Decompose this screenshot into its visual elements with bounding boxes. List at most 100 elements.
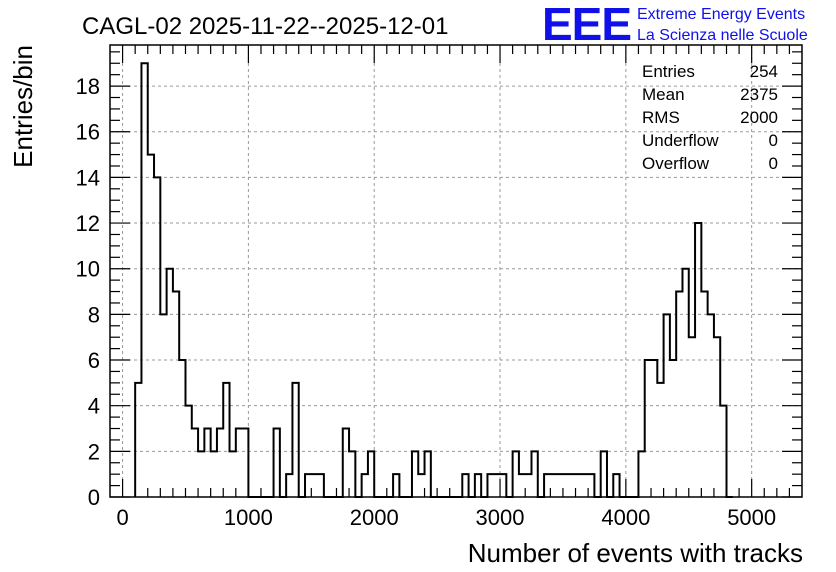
histogram-bin-81 [645, 360, 651, 497]
x-tick-label-1: 1000 [224, 505, 273, 530]
histogram-bin-74 [601, 451, 607, 497]
histogram-bin-89 [695, 223, 701, 497]
histogram-bin-52 [462, 474, 468, 497]
stats-label-overflow: Overflow [642, 154, 710, 173]
histogram-bin-88 [689, 337, 695, 497]
histogram-bin-8 [185, 406, 191, 497]
chart-title: CAGL-02 2025-11-22--2025-12-01 [82, 13, 448, 40]
stats-label-entries: Entries [642, 62, 695, 81]
histogram-bin-7 [179, 360, 185, 497]
x-tick-label-3: 3000 [476, 505, 525, 530]
histogram-bin-65 [544, 474, 550, 497]
histogram-bin-2 [148, 155, 154, 497]
histogram-bin-82 [651, 360, 657, 497]
histogram-bin-63 [531, 451, 537, 497]
y-tick-label-5: 10 [76, 257, 100, 282]
histogram-bin-5 [167, 269, 173, 497]
histogram-bin-91 [708, 314, 714, 497]
x-tick-label-5: 5000 [727, 505, 776, 530]
y-tick-label-7: 14 [76, 165, 100, 190]
histogram-bin-54 [475, 474, 481, 497]
histogram-bin-9 [192, 429, 198, 497]
stats-label-rms: RMS [642, 108, 680, 127]
axis-ticks [110, 45, 802, 498]
histogram-bin-61 [519, 474, 525, 497]
histogram-bin-41 [393, 474, 399, 497]
histogram-bin-68 [563, 474, 569, 497]
histogram-bin-4 [160, 314, 166, 497]
histogram-bin-33 [343, 429, 349, 497]
histogram-bin-56 [487, 474, 493, 497]
stats-value-mean: 2375 [740, 85, 778, 104]
histogram-bin-17 [242, 429, 248, 497]
histogram-bin-69 [569, 474, 575, 497]
logo-line-1: Extreme Energy Events [637, 6, 805, 23]
histogram-outline [134, 62, 733, 498]
plot-frame [109, 44, 803, 498]
histogram-bin-14 [223, 383, 229, 497]
histogram-bin-0 [135, 383, 141, 497]
histogram-bin-44 [412, 451, 418, 497]
histogram-bin-36 [362, 474, 368, 497]
histogram-bin-15 [230, 451, 236, 497]
histogram-bin-27 [305, 474, 311, 497]
x-axis-tick-labels: 0 1000 2000 3000 4000 5000 [116, 505, 776, 530]
y-axis-label: Entries/bin [8, 45, 38, 168]
y-tick-label-4: 8 [88, 302, 100, 327]
logo-line-2: La Scienza nelle Scuole [637, 27, 808, 44]
eee-logo: EEE Extreme Energy Events La Scienza nel… [542, 0, 808, 50]
histogram-bin-80 [638, 451, 644, 497]
histogram-bin-72 [588, 474, 594, 497]
histogram-bin-83 [657, 383, 663, 497]
eee-logo-mark: EEE [542, 0, 631, 50]
stats-label-underflow: Underflow [642, 131, 719, 150]
stats-value-underflow: 0 [769, 131, 778, 150]
x-axis-label: Number of events with tracks [468, 538, 803, 568]
stats-value-rms: 2000 [740, 108, 778, 127]
histogram-bin-62 [525, 474, 531, 497]
stats-value-overflow: 0 [769, 154, 778, 173]
y-tick-label-6: 12 [76, 211, 100, 236]
y-tick-label-1: 2 [88, 439, 100, 464]
histogram-bin-92 [714, 337, 720, 497]
histogram-bin-67 [557, 474, 563, 497]
x-tick-label-4: 4000 [601, 505, 650, 530]
stats-box: Entries 254 Mean 2375 RMS 2000 Underflow 0 Overf… [642, 62, 778, 173]
histogram-bin-57 [494, 474, 500, 497]
histogram-bin-1 [141, 63, 147, 497]
histogram-bin-66 [550, 474, 556, 497]
histogram-bin-76 [613, 474, 619, 497]
histogram-bin-12 [211, 451, 217, 497]
histogram-bin-85 [670, 360, 676, 497]
histogram-bin-3 [154, 177, 160, 497]
histogram-bin-93 [720, 406, 726, 497]
histogram-bin-71 [582, 474, 588, 497]
stats-label-mean: Mean [642, 85, 685, 104]
histogram-bin-60 [513, 451, 519, 497]
histogram-bin-6 [173, 292, 179, 497]
histogram-bin-11 [204, 429, 210, 497]
histogram-bin-37 [368, 451, 374, 497]
histogram-bin-70 [576, 474, 582, 497]
y-tick-label-3: 6 [88, 348, 100, 373]
histogram-bin-28 [311, 474, 317, 497]
histogram-bin-90 [701, 292, 707, 497]
histogram-bin-10 [198, 451, 204, 497]
histogram-bin-58 [500, 474, 506, 497]
histogram-bin-24 [286, 474, 292, 497]
histogram-bin-84 [664, 314, 670, 497]
y-axis-tick-labels: 0 2 4 6 8 10 12 14 16 18 [76, 74, 100, 510]
histogram-bin-46 [425, 451, 431, 497]
histogram-bin-16 [236, 429, 242, 497]
histogram-bin-86 [676, 292, 682, 497]
histogram-bin-29 [318, 474, 324, 497]
y-tick-label-9: 18 [76, 74, 100, 99]
histogram-bin-87 [682, 269, 688, 497]
histogram-bin-34 [349, 451, 355, 497]
x-tick-label-0: 0 [116, 505, 128, 530]
stats-value-entries: 254 [750, 62, 778, 81]
histogram-bin-13 [217, 429, 223, 497]
y-tick-label-8: 16 [76, 120, 100, 145]
